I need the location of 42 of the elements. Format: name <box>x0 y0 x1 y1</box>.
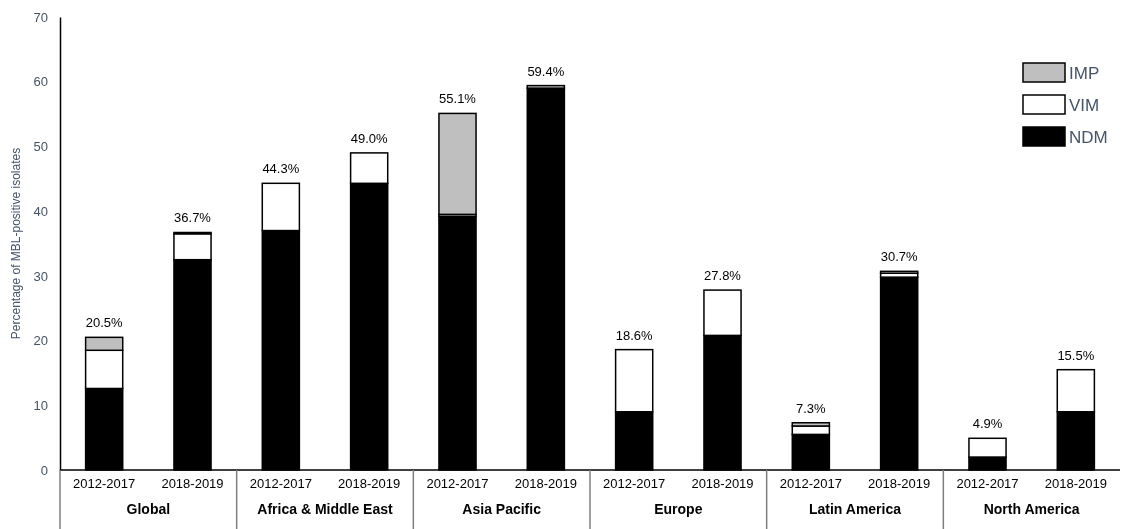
total-label: 20.5% <box>85 315 124 331</box>
x-tick-label: 2018-2019 <box>868 476 931 491</box>
text: North America <box>983 501 1080 517</box>
total-label: 18.6% <box>615 327 654 343</box>
y-tick-label: 60 <box>33 74 48 90</box>
x-tick-label: 2012-2017 <box>779 476 842 491</box>
legend-label: VIM <box>1069 96 1100 115</box>
y-axis-title: Percentage of MBL-positive isolates <box>9 147 23 340</box>
text: Asia Pacific <box>462 501 542 517</box>
total-label: 44.3% <box>262 161 300 177</box>
text: Africa & Middle East <box>257 501 394 517</box>
x-tick-label: 2018-2019 <box>1044 476 1107 491</box>
x-tick-label: 2018-2019 <box>691 476 754 491</box>
y-tick-label: 70 <box>33 9 48 25</box>
legend-label: IMP <box>1069 64 1100 83</box>
legend-label: NDM <box>1069 128 1108 147</box>
x-tick-label: 2018-2019 <box>161 476 224 491</box>
x-tick-label: 2018-2019 <box>514 476 577 491</box>
total-label: 27.8% <box>704 268 742 284</box>
total-label: 36.7% <box>174 210 212 226</box>
total-label: 55.1% <box>439 91 477 107</box>
x-tick-label: 2018-2019 <box>338 476 401 491</box>
total-label: 30.7% <box>880 249 919 265</box>
total-label: 59.4% <box>527 63 565 79</box>
y-tick-label: 50 <box>33 139 48 155</box>
y-tick-label: 10 <box>33 397 48 413</box>
x-tick-label: 2012-2017 <box>603 476 666 491</box>
total-label: 49.0% <box>350 130 389 146</box>
y-tick-label: 40 <box>33 203 48 219</box>
y-tick-label: 0 <box>40 462 48 478</box>
x-tick-label: 2012-2017 <box>249 476 312 491</box>
total-label: 15.5% <box>1057 347 1095 363</box>
x-tick-label: 2012-2017 <box>73 476 136 491</box>
y-tick-label: 30 <box>33 268 48 284</box>
total-label: 7.3% <box>796 400 827 416</box>
total-label: 4.9% <box>972 416 1003 432</box>
y-tick-label: 20 <box>33 333 48 349</box>
x-tick-label: 2012-2017 <box>956 476 1019 491</box>
text: Europe <box>654 501 703 517</box>
text: Latin America <box>808 501 902 517</box>
x-tick-label: 2012-2017 <box>426 476 489 491</box>
text: Global <box>126 501 171 517</box>
